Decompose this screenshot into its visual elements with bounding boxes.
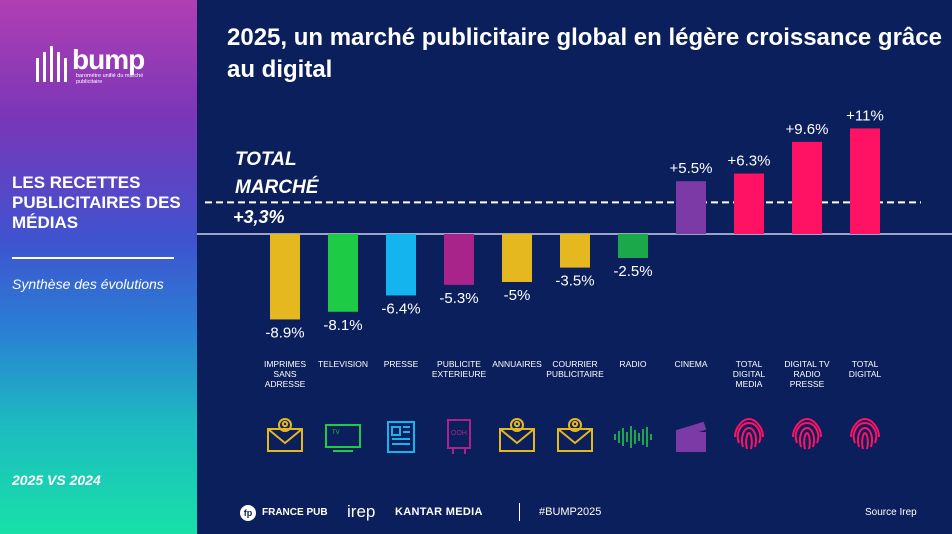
france-pub-logo-icon: fp (240, 505, 256, 521)
bar (328, 234, 358, 312)
tick-label: DIGITAL TV RADIO PRESSE (784, 359, 830, 389)
fingerprint-icon (792, 417, 822, 450)
mail-icon (267, 418, 303, 452)
svg-text:TV: TV (332, 430, 340, 436)
bar-chart: TOTAL MARCHÉ +3,3% -8.9% IMPRIMES SANS ADRESSE… (197, 107, 952, 454)
bar (850, 128, 880, 234)
fingerprint-icon (850, 417, 880, 450)
data-label: +5.5% (670, 160, 713, 177)
tick-label: RADIO (620, 359, 647, 369)
reference-label: MARCHÉ (235, 176, 320, 198)
france-pub-logo: FRANCE PUB (262, 507, 328, 518)
kantar-media-logo: KANTAR MEDIA (395, 506, 483, 518)
section-subtitle: Synthèse des évolutions (12, 276, 164, 292)
bar (676, 181, 706, 234)
source-note: Source Irep (865, 507, 917, 518)
bar (444, 234, 474, 285)
radio-wave-icon (614, 426, 652, 448)
reference-label: TOTAL (235, 149, 297, 170)
tv-icon: TV (325, 424, 361, 452)
logo-wordmark: bump (72, 44, 145, 75)
divider (12, 257, 174, 259)
bar (386, 234, 416, 296)
bar (502, 234, 532, 282)
hashtag: #BUMP2025 (539, 506, 602, 518)
tick-label: ANNUAIRES (492, 359, 542, 369)
sidebar: bump baromètre unifié du marché publicit… (0, 0, 197, 534)
tick-label: IMPRIMES SANS ADRESSE (264, 359, 306, 389)
data-label: -8.9% (265, 324, 304, 341)
bump-logo-icon (36, 46, 67, 82)
data-label: -8.1% (323, 317, 362, 334)
main-panel: 2025, un marché publicitaire global en l… (197, 0, 952, 534)
tick-label: COURRIER PUBLICITAIRE (546, 359, 604, 379)
tick-label: TOTAL DIGITAL MEDIA (733, 359, 766, 389)
ooh-billboard-icon: OOH (447, 419, 471, 454)
tick-label: PRESSE (384, 359, 419, 369)
data-label: +11% (846, 107, 884, 124)
data-label: -5% (504, 287, 531, 304)
mail-icon (557, 418, 593, 452)
bar (618, 234, 648, 258)
tick-label: PUBLICITE EXTERIEURE (432, 359, 487, 379)
data-label: +9.6% (786, 121, 829, 138)
data-label: -3.5% (555, 273, 594, 290)
tick-label: CINEMA (674, 359, 707, 369)
tick-label: TELEVISION (318, 359, 368, 369)
bar (560, 234, 590, 268)
bar (734, 173, 764, 234)
reference-value-label: +3,3% (233, 207, 285, 227)
bar (270, 234, 300, 320)
data-label: -6.4% (381, 300, 420, 317)
newspaper-icon (387, 421, 415, 453)
svg-text:OOH: OOH (451, 430, 467, 437)
page-title: 2025, un marché publicitaire global en l… (227, 24, 942, 83)
period-label: 2025 VS 2024 (12, 472, 101, 488)
section-title: LES RECETTES PUBLICITAIRES DES MÉDIAS (12, 173, 181, 232)
data-label: -2.5% (613, 263, 652, 280)
clapperboard-icon (675, 421, 707, 452)
logo-tagline: baromètre unifié du marché publicitaire (76, 73, 144, 85)
tick-label: TOTAL DIGITAL (849, 359, 882, 379)
data-label: -5.3% (439, 290, 478, 307)
mail-icon (499, 418, 535, 452)
footer-divider (519, 503, 520, 521)
irep-logo: irep (347, 502, 376, 521)
data-label: +6.3% (728, 153, 771, 170)
bar (792, 141, 822, 234)
fingerprint-icon (734, 417, 764, 450)
